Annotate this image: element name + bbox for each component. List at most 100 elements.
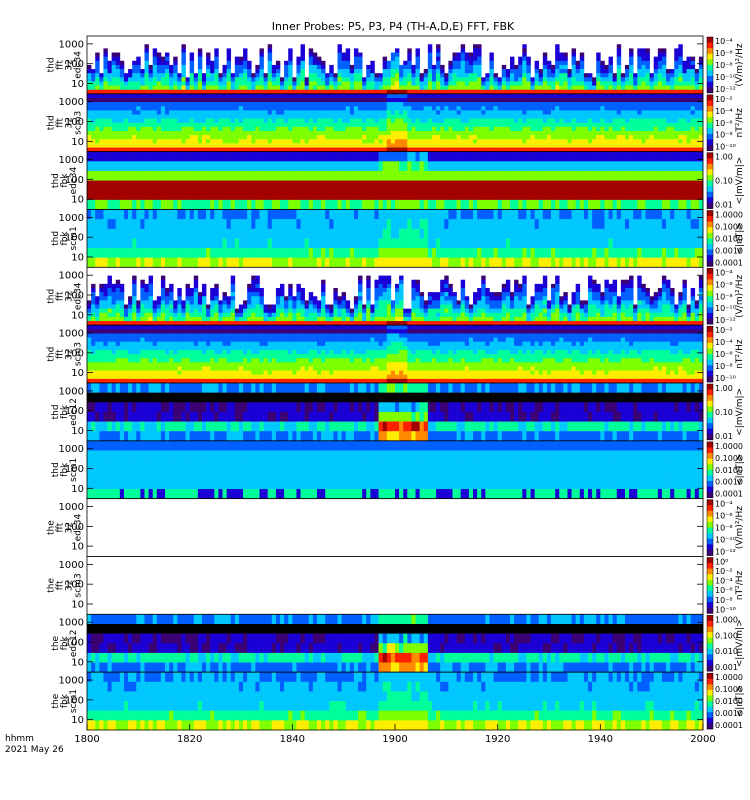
colorbar-tick-label: 1.00 — [715, 153, 733, 162]
y-tick-label: 100 — [65, 291, 84, 302]
colorbar-unit-label: <|nT|> — [735, 454, 745, 486]
panel-ylabel: the fbk edc12 — [51, 629, 79, 657]
x-tick-label: 1840 — [280, 734, 305, 745]
colorbar-tick-label: 0.1000 — [715, 222, 743, 231]
spectrogram-image — [87, 556, 703, 615]
y-tick-label: 10 — [71, 368, 84, 379]
ylabel-line: thd — [51, 173, 61, 188]
colorbar: 1.00 0.10 0.01<|mV/m|> — [706, 152, 745, 210]
y-tick-label: 100 — [65, 522, 84, 533]
colorbar-tick-label: 0.1000 — [715, 454, 743, 463]
colorbar-tick-label: 0.01 — [715, 201, 733, 210]
time-axis-label: hhmm — [5, 734, 34, 744]
ylabel-line: scm3 — [74, 111, 84, 135]
ylabel-line: edc34 — [69, 167, 79, 195]
ylabel-line: the — [47, 520, 57, 535]
colorbar-tick-label: 10⁻⁶ — [715, 280, 733, 289]
colorbar-tick-label: 1.0000 — [715, 673, 743, 682]
colorbar-tick-label: 0.010 — [715, 647, 738, 656]
y-tick-label: 10 — [71, 79, 84, 90]
colorbar-unit-label: nT²/Hz — [735, 570, 745, 600]
ylabel-line: fft — [56, 117, 66, 127]
ylabel-line: thd — [51, 231, 61, 246]
y-tick-label: 100 — [65, 695, 84, 706]
x-tick-label: 2000 — [690, 734, 715, 745]
y-tick-label: 1000 — [59, 97, 84, 108]
y-tick-label: 100 — [65, 348, 84, 359]
colorbar-tick-label: 0.0100 — [715, 697, 743, 706]
y-tick-label: 1000 — [59, 213, 84, 224]
colorbar-unit-label: (V/m)²/Hz — [735, 274, 745, 317]
ylabel-line: fft — [56, 291, 66, 301]
y-tick-label: 10 — [71, 310, 84, 321]
colorbar-unit-label: (V/m)²/Hz — [735, 43, 745, 86]
colorbar-tick-label: 10⁻¹⁰ — [715, 304, 736, 313]
y-tick-label: 10 — [71, 137, 84, 148]
colorbar-tick-label: 10⁻⁸ — [715, 362, 733, 371]
colorbar-tick-label: 0.0001 — [715, 490, 743, 499]
colorbar-tick-label: 0.0001 — [715, 258, 743, 267]
y-tick-label: 10 — [71, 426, 84, 437]
y-tick-label: 1000 — [59, 271, 84, 282]
colorbar-tick-label: 10⁻⁶ — [715, 586, 733, 595]
spectrogram-image — [87, 440, 704, 499]
ylabel-line: fbk — [60, 462, 70, 477]
colorbar-tick-label: 0.0010 — [715, 246, 743, 255]
colorbar-tick-label: 10⁻¹² — [715, 85, 736, 94]
y-tick-label: 10 — [71, 715, 84, 726]
colorbar-tick-label: 10⁻⁸ — [715, 131, 733, 140]
time-axis: 1800 1820 1840 1900 1920 1940 2000 — [74, 724, 716, 745]
ylabel-line: scm1 — [69, 689, 79, 713]
ylabel-line: 32 — [65, 291, 75, 302]
colorbar-unit-label: nT²/Hz — [735, 339, 745, 369]
spectrogram-image — [87, 93, 704, 152]
x-tick-label: 1900 — [382, 734, 407, 745]
colorbar-tick-label: 10⁻⁸ — [715, 596, 733, 605]
panel-ylabel: thd fft 32 edc34 — [47, 282, 84, 310]
y-tick-label: 1000 — [59, 444, 84, 455]
colorbar: 10⁻² 10⁻⁴ 10⁻⁶ 10⁻⁸ 10⁻¹⁰ nT²/Hz — [706, 94, 745, 152]
panel-ylabel: the fft 32 scm3 — [47, 573, 84, 597]
colorbar-tick-label: 10⁻² — [715, 95, 733, 104]
x-tick-label: 1820 — [177, 734, 202, 745]
colorbar: 1.0000 0.1000 0.0100 0.0010 0.0001 <|nT|> — [706, 210, 745, 267]
colorbar-tick-label: 10⁻⁴ — [715, 107, 733, 116]
y-tick-label: 100 — [65, 233, 84, 244]
colorbar-tick-label: 10⁻⁴ — [715, 37, 733, 46]
ylabel-line: the — [51, 635, 61, 650]
chart-title: Inner Probes: P5, P3, P4 (TH-A,D,E) FFT,… — [272, 20, 515, 33]
y-tick-label: 1000 — [59, 386, 84, 397]
colorbar-tick-label: 10⁰ — [715, 558, 728, 567]
ylabel-line: the — [47, 578, 57, 593]
y-tick-label: 10 — [71, 657, 84, 668]
colorbar-tick-label: 10⁻⁴ — [715, 338, 733, 347]
ylabel-line: fbk — [60, 404, 70, 419]
colorbar-tick-label: 10⁻⁸ — [715, 524, 733, 533]
y-tick-label: 100 — [65, 175, 84, 186]
colorbar-tick-label: 10⁻⁴ — [715, 500, 733, 509]
colorbar-tick-label: 1.0000 — [715, 211, 743, 220]
ylabel-line: edc12 — [69, 398, 79, 426]
colorbar-tick-label: 10⁻² — [715, 326, 733, 335]
ylabel-line: edc34 — [74, 282, 84, 310]
panel-ylabel: the fft 32 edc34 — [47, 514, 84, 542]
colorbar-tick-label: 10⁻¹⁰ — [715, 605, 736, 614]
colorbar-tick-label: 10⁻¹⁰ — [715, 143, 736, 152]
date-label: 2021 May 26 — [5, 745, 64, 755]
ylabel-line: fft — [56, 349, 66, 359]
colorbar: 10⁻⁴ 10⁻⁶ 10⁻⁸ 10⁻¹⁰ 10⁻¹²(V/m)²/Hz — [706, 36, 745, 94]
x-tick-label: 1920 — [485, 734, 510, 745]
spectrogram-image — [87, 498, 703, 557]
y-tick-label: 100 — [65, 638, 84, 649]
spectrogram-image — [87, 151, 704, 210]
ylabel-line: scm1 — [69, 226, 79, 250]
colorbar-tick-label: 0.001 — [715, 663, 738, 672]
colorbar-tick-label: 10⁻⁴ — [715, 577, 733, 586]
